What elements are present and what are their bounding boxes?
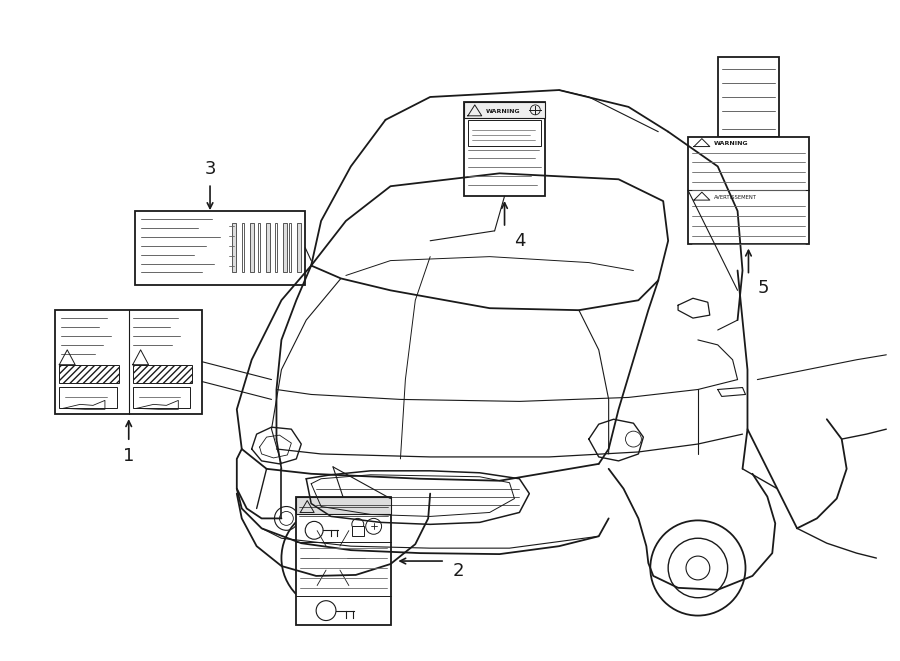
FancyBboxPatch shape [232,223,236,272]
FancyBboxPatch shape [257,223,259,272]
FancyBboxPatch shape [59,387,117,408]
FancyBboxPatch shape [275,223,277,272]
Text: 3: 3 [204,161,216,178]
Text: AVERTISSEMENT: AVERTISSEMENT [714,194,757,200]
Text: 1: 1 [123,447,134,465]
FancyBboxPatch shape [59,365,119,383]
FancyBboxPatch shape [296,496,391,514]
FancyBboxPatch shape [464,102,545,196]
FancyBboxPatch shape [132,387,190,408]
FancyBboxPatch shape [135,211,305,286]
Text: WARNING: WARNING [486,109,520,114]
FancyBboxPatch shape [290,223,292,272]
FancyBboxPatch shape [242,223,244,272]
Text: 4: 4 [514,232,526,250]
Text: 2: 2 [452,562,464,580]
FancyBboxPatch shape [688,137,809,244]
FancyBboxPatch shape [249,223,254,272]
Text: 5: 5 [758,280,770,297]
FancyBboxPatch shape [296,496,391,625]
FancyBboxPatch shape [464,102,545,118]
FancyBboxPatch shape [266,223,269,272]
FancyBboxPatch shape [468,120,541,145]
FancyBboxPatch shape [297,223,302,272]
Text: WARNING: WARNING [714,141,749,146]
FancyBboxPatch shape [717,58,779,137]
FancyBboxPatch shape [284,223,287,272]
FancyBboxPatch shape [352,526,364,536]
FancyBboxPatch shape [55,310,202,414]
FancyBboxPatch shape [132,365,193,383]
